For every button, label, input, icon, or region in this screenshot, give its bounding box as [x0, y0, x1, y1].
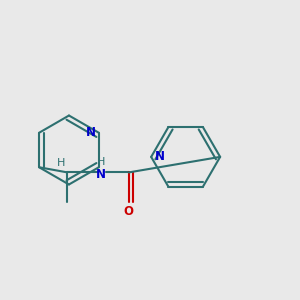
Text: H: H — [97, 157, 105, 167]
Text: H: H — [57, 158, 65, 168]
Text: N: N — [155, 150, 165, 164]
Text: O: O — [124, 205, 134, 218]
Text: N: N — [96, 168, 106, 181]
Text: N: N — [86, 126, 96, 139]
